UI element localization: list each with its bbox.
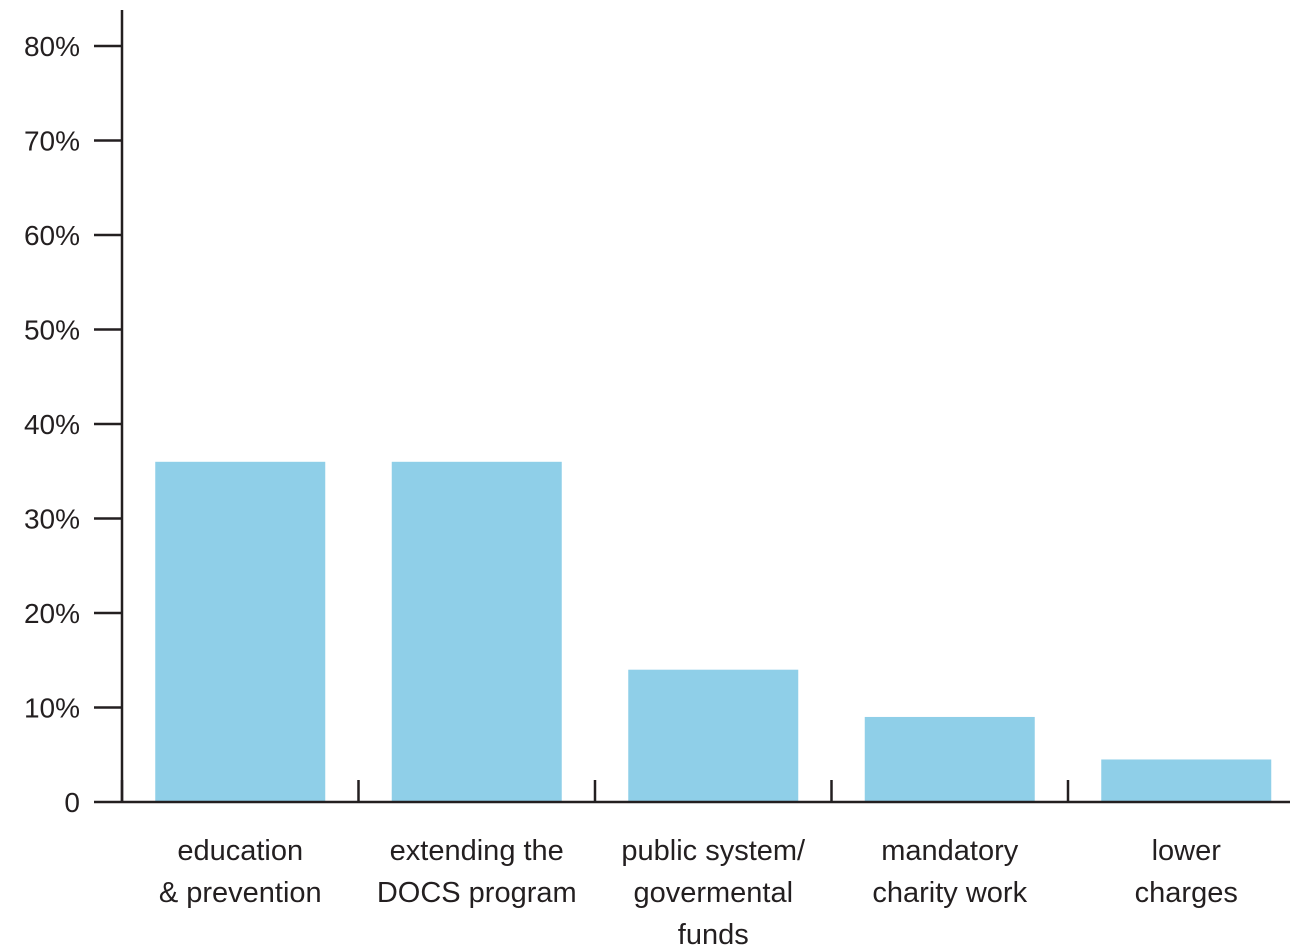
y-tick-label: 50%	[24, 315, 80, 346]
x-category-label: education & prevention	[159, 835, 322, 909]
axes-group	[94, 10, 1290, 804]
x-category-label: extending the DOCS program	[377, 835, 577, 909]
y-tick-label: 30%	[24, 504, 80, 535]
y-tick-label: 0	[64, 787, 80, 818]
y-ticks-group: 0 10% 20% 30% 40% 50% 60% 70% 80%	[24, 31, 122, 818]
bar	[1101, 759, 1272, 802]
x-category-label: public system/govermental funds	[621, 835, 806, 950]
bar	[864, 716, 1035, 802]
x-category-label-line: lower	[1152, 835, 1222, 867]
x-category-label-line: extending the	[390, 835, 564, 867]
x-category-label: lower charges	[1135, 835, 1238, 909]
x-category-label-line: charity work	[872, 877, 1027, 909]
y-tick-label: 70%	[24, 126, 80, 157]
bar	[155, 461, 326, 802]
x-category-label-line: DOCS program	[377, 877, 577, 909]
x-category-label-line: govermental	[633, 877, 793, 909]
y-tick-label: 60%	[24, 220, 80, 251]
y-tick-label: 80%	[24, 31, 80, 62]
x-category-label-line: education	[177, 835, 303, 867]
x-category-label-line: & prevention	[159, 877, 322, 909]
x-category-label-line: mandatory	[881, 835, 1019, 867]
bar	[391, 461, 562, 802]
bars-group	[155, 461, 1272, 802]
x-ticks-group	[120, 780, 1070, 802]
x-category-label-line: public system/	[621, 835, 806, 867]
x-tick-labels-group: education & prevention extending the DOCS p…	[159, 835, 1238, 950]
x-category-label-line: charges	[1135, 877, 1238, 909]
x-category-label-line: funds	[678, 919, 749, 950]
y-tick-label: 20%	[24, 598, 80, 629]
x-category-label: mandatory charity work	[872, 835, 1027, 909]
y-tick-label: 40%	[24, 409, 80, 440]
y-tick-label: 10%	[24, 693, 80, 724]
bar	[628, 669, 799, 802]
